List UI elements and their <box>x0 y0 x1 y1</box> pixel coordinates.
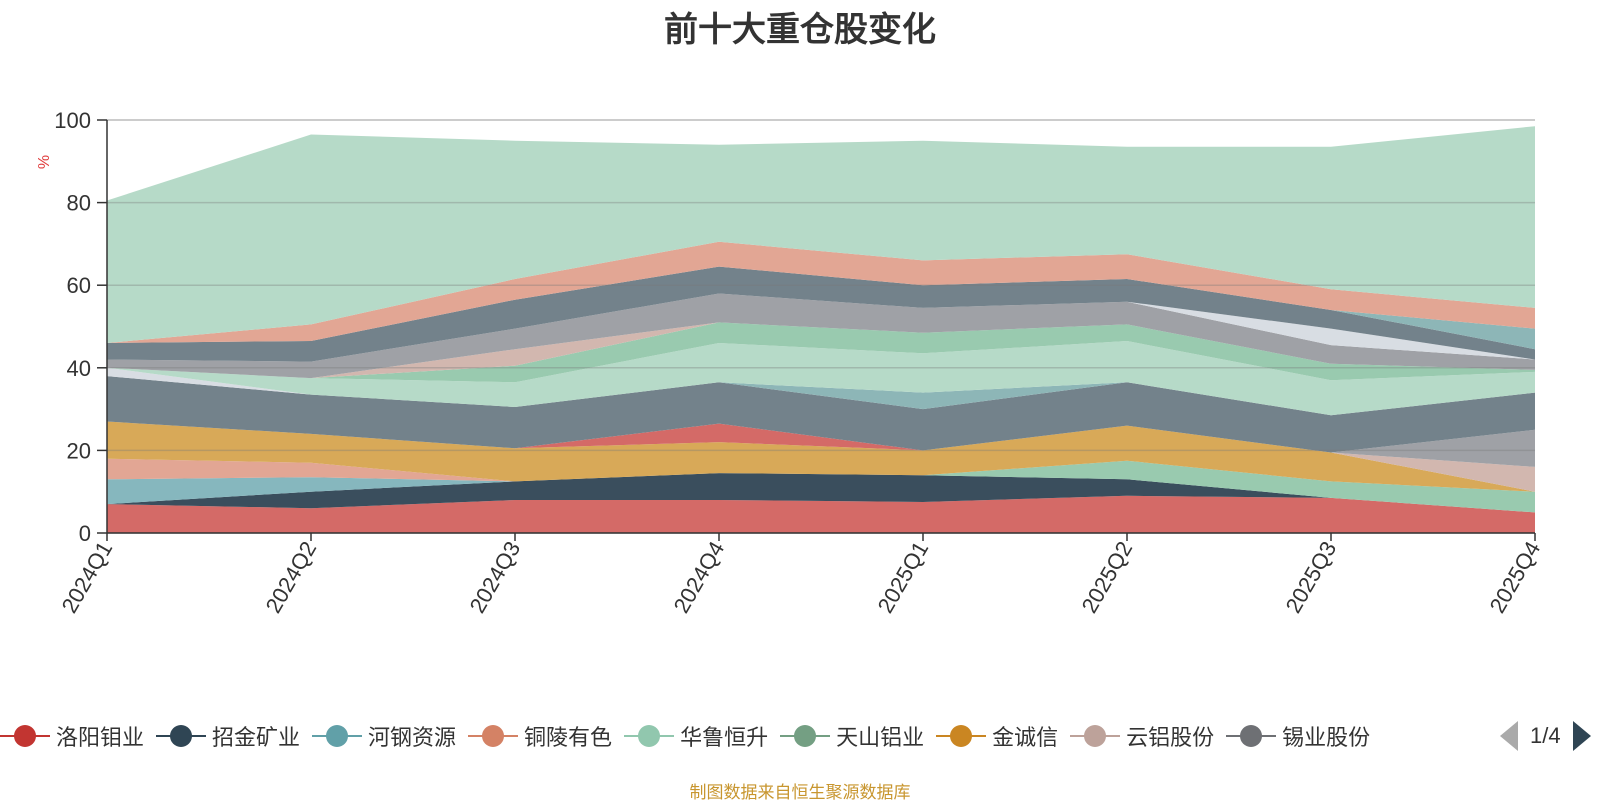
x-tick-label: 2024Q3 <box>465 537 526 617</box>
legend-circle-icon <box>1226 723 1277 749</box>
chart-title: 前十大重仓股变化 <box>664 11 936 49</box>
legend: 洛阳钼业 招金矿业 河钢资源 铜陵有色 华鲁恒升 天山铝业 金诚信 云铝股份 锡业股份 <box>0 718 1480 754</box>
legend-circle-icon <box>936 723 987 749</box>
area-layer-21 <box>107 126 1535 343</box>
legend-item[interactable]: 洛阳钼业 <box>0 718 144 754</box>
x-tick-label: 2024Q2 <box>261 537 322 617</box>
y-tick-label: 80 <box>67 191 91 216</box>
legend-circle-icon <box>1070 723 1121 749</box>
x-tick-label: 2025Q2 <box>1077 537 1138 617</box>
y-tick-label: 60 <box>67 273 91 298</box>
area-layer-18 <box>107 266 1535 362</box>
y-tick-label: 20 <box>67 438 91 463</box>
legend-circle-icon <box>156 723 207 749</box>
area-layer-12 <box>107 341 1535 416</box>
area-layer-17 <box>107 293 1535 362</box>
legend-circle-icon <box>0 723 50 749</box>
area-layer-1 <box>107 473 1535 513</box>
area-layer-15 <box>107 322 1535 379</box>
legend-prev-arrow-icon[interactable] <box>1500 721 1518 751</box>
area-layer-20 <box>107 241 1535 343</box>
legend-label: 招金矿业 <box>212 725 301 750</box>
legend-label: 金诚信 <box>992 725 1059 750</box>
y-axis-label: % <box>36 155 53 169</box>
area-layer-0 <box>107 495 1535 533</box>
source-note: 制图数据来自恒生聚源数据库 <box>689 783 911 802</box>
legend-label: 云铝股份 <box>1126 725 1215 750</box>
legend-circle-icon <box>780 723 831 749</box>
legend-label: 铜陵有色 <box>524 725 613 750</box>
legend-circle-icon <box>624 723 675 749</box>
stacked-areas <box>107 126 1535 533</box>
legend-pager: 1/4 <box>1500 718 1591 754</box>
legend-page-indicator: 1/4 <box>1530 723 1561 748</box>
legend-label: 天山铝业 <box>836 725 925 750</box>
legend-label: 洛阳钼业 <box>56 725 145 750</box>
x-tick-label: 2024Q1 <box>57 537 118 617</box>
area-layer-13 <box>107 322 1535 383</box>
y-tick-label: 100 <box>54 108 91 133</box>
legend-item[interactable]: 华鲁恒升 <box>624 718 768 754</box>
legend-item[interactable]: 铜陵有色 <box>468 718 612 754</box>
area-layer-5 <box>107 421 1535 492</box>
legend-item[interactable]: 河钢资源 <box>312 718 456 754</box>
legend-next-arrow-icon[interactable] <box>1572 721 1591 751</box>
legend-label: 锡业股份 <box>1282 725 1371 750</box>
area-layer-16 <box>107 293 1535 379</box>
legend-label: 华鲁恒升 <box>680 725 769 750</box>
x-tick-label: 2024Q4 <box>669 537 730 617</box>
legend-circle-icon <box>312 723 363 749</box>
x-tick-label: 2025Q1 <box>873 537 934 617</box>
area-layer-4 <box>107 458 1535 513</box>
area-layer-3 <box>107 458 1535 513</box>
area-layer-2 <box>107 473 1535 513</box>
legend-item[interactable]: 金诚信 <box>936 718 1058 754</box>
legend-label: 河钢资源 <box>368 725 457 750</box>
y-tick-label: 40 <box>67 356 91 381</box>
x-tick-label: 2025Q3 <box>1281 537 1342 617</box>
legend-circle-icon <box>468 723 519 749</box>
y-tick-label: 0 <box>79 521 91 546</box>
area-layer-9 <box>107 376 1535 453</box>
legend-item[interactable]: 天山铝业 <box>780 718 924 754</box>
legend-item[interactable]: 云铝股份 <box>1070 718 1214 754</box>
area-layer-11 <box>107 367 1535 416</box>
legend-item[interactable]: 招金矿业 <box>156 718 300 754</box>
legend-item[interactable]: 锡业股份 <box>1226 718 1370 754</box>
x-tick-label: 2025Q4 <box>1485 537 1546 617</box>
